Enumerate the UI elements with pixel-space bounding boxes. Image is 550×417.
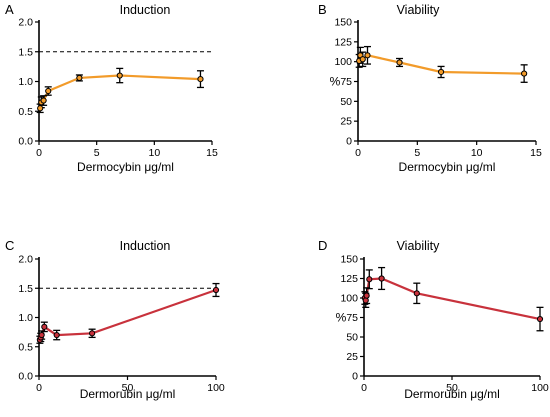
panel-letter: D xyxy=(318,238,327,253)
y-axis-label: % xyxy=(336,311,347,325)
y-tick-label: 1.0 xyxy=(18,312,33,324)
y-tick-label: 0.0 xyxy=(18,136,33,148)
series-line xyxy=(363,277,541,321)
data-point xyxy=(41,323,48,330)
chart-title: Viability xyxy=(397,3,441,17)
panel-a: A Induction 0.0 0.5 1.0 1.5 2.0 0 5 10 15 Dermocybi… xyxy=(5,2,218,174)
y-tick-label: 25 xyxy=(346,351,358,363)
y-tick-label: 0.0 xyxy=(18,371,33,383)
y-tick-label: 125 xyxy=(340,273,358,285)
panel-letter: C xyxy=(5,238,14,253)
x-tick-label: 15 xyxy=(206,147,218,159)
x-axis-label: Dermorubin μg/ml xyxy=(404,387,500,401)
data-point xyxy=(53,331,60,339)
y-tick-label: 1.5 xyxy=(18,283,33,295)
x-tick-label: 5 xyxy=(94,147,100,159)
data-point xyxy=(396,59,403,66)
data-point xyxy=(38,331,45,339)
y-tick-label: 2.0 xyxy=(18,17,33,29)
x-tick-label: 0 xyxy=(36,382,42,394)
y-tick-label: 0 xyxy=(352,371,358,383)
x-tick-label: 50 xyxy=(122,382,134,394)
y-tick-label: 75 xyxy=(340,76,352,88)
panel-letter: A xyxy=(5,2,14,17)
y-tick-label: 150 xyxy=(340,254,358,266)
chart-title: Viability xyxy=(397,239,441,253)
x-tick-label: 100 xyxy=(207,382,225,394)
x-axis-label: Dermocybin μg/ml xyxy=(77,160,174,174)
y-tick-label: 100 xyxy=(340,293,358,305)
x-tick-label: 5 xyxy=(414,147,420,159)
data-point xyxy=(521,70,528,77)
y-tick-label: 0.5 xyxy=(18,106,33,118)
y-tick-label: 1.0 xyxy=(18,76,33,88)
y-tick-label: 100 xyxy=(334,56,352,68)
series-line xyxy=(38,288,217,341)
x-tick-label: 0 xyxy=(355,147,361,159)
data-point xyxy=(359,56,366,63)
x-tick-label: 0 xyxy=(361,382,367,394)
data-point xyxy=(89,330,96,337)
chart-title: Induction xyxy=(120,239,171,253)
panel-b: B Viability 0 25 50 75 100 125 150 0 5 10 15 Dermocyb… xyxy=(318,2,542,174)
data-point xyxy=(413,290,420,297)
x-tick-label: 10 xyxy=(148,147,160,159)
data-point xyxy=(76,74,83,82)
data-point xyxy=(40,97,47,104)
data-point xyxy=(364,52,371,59)
data-point xyxy=(37,105,44,112)
y-tick-label: 2.0 xyxy=(18,254,33,266)
data-point xyxy=(366,276,373,283)
chart-title: Induction xyxy=(120,3,171,17)
x-axis-label: Dermocybin μg/ml xyxy=(399,160,496,174)
y-tick-label: 125 xyxy=(334,36,352,48)
x-tick-label: 0 xyxy=(36,147,42,159)
x-axis-label: Dermorubin μg/ml xyxy=(80,387,176,401)
y-tick-label: 50 xyxy=(340,96,352,108)
data-point xyxy=(363,292,370,299)
data-point xyxy=(212,286,220,294)
x-tick-label: 10 xyxy=(471,147,483,159)
panel-letter: B xyxy=(318,2,327,17)
data-point xyxy=(536,315,544,323)
x-tick-label: 15 xyxy=(530,147,542,159)
data-point xyxy=(116,72,123,79)
y-tick-label: 75 xyxy=(346,312,358,324)
y-tick-label: 50 xyxy=(346,332,358,344)
panel-c: C Induction 0.0 0.5 1.0 1.5 2.0 0 50 100 Dermorubi… xyxy=(5,238,225,401)
y-tick-label: 0.5 xyxy=(18,341,33,353)
data-point xyxy=(45,87,52,95)
y-tick-label: 25 xyxy=(340,116,352,128)
x-tick-label: 100 xyxy=(531,382,549,394)
panel-d: D Viability 0 25 50 75 100 125 150 0 50 100 Dermorub… xyxy=(318,238,549,401)
y-axis-label: % xyxy=(330,75,341,89)
y-tick-label: 1.5 xyxy=(18,46,33,58)
data-point xyxy=(437,68,445,76)
data-point xyxy=(378,275,385,282)
x-tick-label: 50 xyxy=(446,382,458,394)
y-tick-label: 150 xyxy=(334,17,352,29)
data-point xyxy=(197,76,204,83)
y-tick-label: 0 xyxy=(346,136,352,148)
